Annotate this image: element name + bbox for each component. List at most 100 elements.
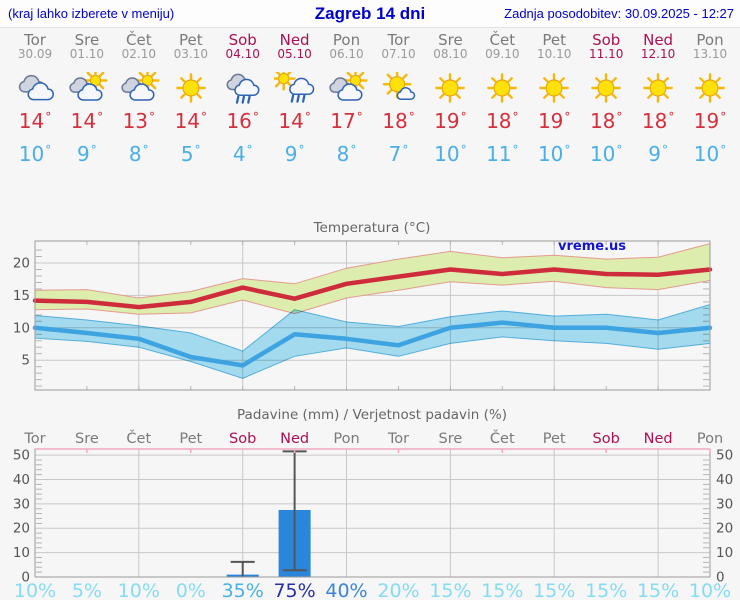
sun-rain-icon [269, 66, 321, 105]
precip-probability: 15% [533, 580, 575, 600]
precip-probability: 15% [429, 580, 471, 600]
day-name: Sob [228, 31, 257, 49]
day-column-pon-13.10: Pon 13.10 19° 10° [684, 32, 736, 172]
temp-max: 19° [537, 109, 571, 133]
temp-axis-label: 10 [13, 320, 30, 336]
precip-day-label: Čet [490, 429, 515, 447]
precip-day-label: Tor [23, 431, 45, 447]
day-name: Pet [542, 31, 566, 49]
precip-probability: 10% [118, 580, 160, 600]
temp-max: 19° [434, 109, 467, 133]
temp-max: 19° [693, 109, 727, 133]
precip-axis-label-right: 50 [716, 448, 733, 464]
precip-day-label: Sre [439, 431, 463, 447]
cloudy-icon [9, 72, 61, 105]
precip-probability: 40% [325, 580, 367, 600]
day-date: 30.09 [17, 47, 53, 61]
partly-sunny-icon [61, 68, 113, 105]
day-date: 01.10 [69, 47, 105, 61]
sunny-icon [684, 72, 736, 105]
temp-max: 18° [382, 109, 415, 133]
temp-min: 10° [537, 142, 571, 166]
temp-max: 14° [70, 109, 104, 133]
precip-axis-label-right: 30 [716, 496, 733, 512]
temp-min: 10° [18, 142, 52, 166]
temp-axis-label: 5 [21, 353, 30, 369]
sunny-icon [476, 72, 528, 105]
precip-day-label: Pon [697, 431, 723, 447]
temp-min: 10° [434, 142, 467, 166]
day-column-ned-12.10: Ned 12.10 18° 9° [632, 32, 684, 172]
precip-day-label: Sob [229, 431, 256, 447]
day-date: 10.10 [537, 47, 572, 61]
precip-axis-label-right: 10 [716, 545, 733, 561]
temp-min: 10° [693, 142, 727, 166]
precip-axis-label-right: 40 [716, 472, 733, 488]
sunny-icon [580, 72, 632, 105]
sunny-icon [528, 72, 580, 105]
day-name: Sre [438, 31, 463, 49]
precip-day-label: Čet [126, 429, 151, 447]
day-date: 08.10 [433, 47, 468, 61]
precip-probability: 10% [14, 580, 56, 600]
temp-min: 10° [589, 142, 623, 166]
day-column-sre-08.10: Sre 08.10 19° 10° [424, 32, 476, 172]
precip-probability: 5% [72, 580, 102, 600]
precip-axis-label-left: 40 [13, 472, 30, 488]
precip-probability: 15% [481, 580, 523, 600]
precip-probability: 0% [176, 580, 206, 600]
day-date: 07.10 [381, 47, 416, 61]
day-name: Pon [332, 31, 361, 49]
day-name: Čet [126, 31, 152, 49]
day-column-ned-05.10: Ned 05.10 14° 9° [269, 32, 321, 172]
day-name: Ned [279, 31, 310, 49]
day-name: Pon [696, 31, 724, 49]
precip-probability: 20% [377, 580, 419, 600]
day-date: 04.10 [225, 47, 260, 61]
temp-max: 14° [174, 109, 208, 133]
tmin-line [32, 320, 713, 368]
temp-axis-label: 15 [13, 288, 30, 304]
day-date: 02.10 [121, 47, 156, 61]
day-column-sob-11.10: Sob 11.10 18° 10° [580, 32, 632, 172]
day-date: 13.10 [692, 47, 728, 61]
sun-small-cloud-icon [373, 69, 425, 105]
day-column-tor-30.09: Tor 30.09 14° 10° [9, 32, 61, 172]
temp-max: 18° [486, 109, 519, 133]
day-name: Tor [387, 31, 410, 49]
day-date: 03.10 [173, 47, 208, 61]
precip-axis-label-left: 20 [13, 521, 30, 537]
day-column-pet-03.10: Pet 03.10 14° 5° [165, 32, 217, 172]
day-date: 06.10 [329, 47, 364, 61]
vreme-us-watermark-link[interactable]: vreme.us [558, 239, 626, 254]
precip-day-label: Pon [333, 431, 359, 447]
day-column-pet-10.10: Pet 10.10 19° 10° [528, 32, 580, 172]
day-name: Tor [24, 31, 46, 49]
precip-axis-label-left: 0 [21, 570, 30, 586]
temp-axis-label: 20 [13, 256, 30, 272]
temp-min: 9° [648, 142, 668, 166]
temperature-chart: Temperatura (°C) 5 10 15 20 vreme.us [13, 220, 713, 391]
sunny-icon [632, 72, 684, 105]
temp-min: 9° [77, 142, 97, 166]
partly-sunny-icon [321, 68, 373, 105]
rain-icon [217, 72, 269, 105]
day-name: Ned [643, 31, 674, 49]
temp-min: 5° [180, 142, 201, 166]
day-column-pon-06.10: Pon 06.10 17° 8° [321, 32, 373, 172]
day-column-sre-01.10: Sre 01.10 14° 9° [61, 32, 113, 172]
page-header: (kraj lahko izberete v meniju) Zagreb 14… [0, 0, 740, 28]
day-column-čet-09.10: Čet 09.10 18° 11° [476, 32, 528, 172]
precip-probability: 10% [689, 580, 731, 600]
partly-sunny-icon [113, 68, 165, 105]
day-date: 05.10 [277, 47, 312, 61]
precip-axis-label-right: 0 [716, 570, 725, 586]
temp-min: 8° [336, 142, 357, 166]
temperature-chart-title: Temperatura (°C) [313, 220, 431, 236]
day-column-sob-04.10: Sob 04.10 16° 4° [217, 32, 269, 172]
temp-min: 8° [128, 142, 149, 166]
precip-probability: 15% [637, 580, 679, 600]
precip-probability: 15% [585, 580, 627, 600]
day-date: 11.10 [589, 47, 624, 61]
temp-max: 14° [278, 109, 311, 133]
